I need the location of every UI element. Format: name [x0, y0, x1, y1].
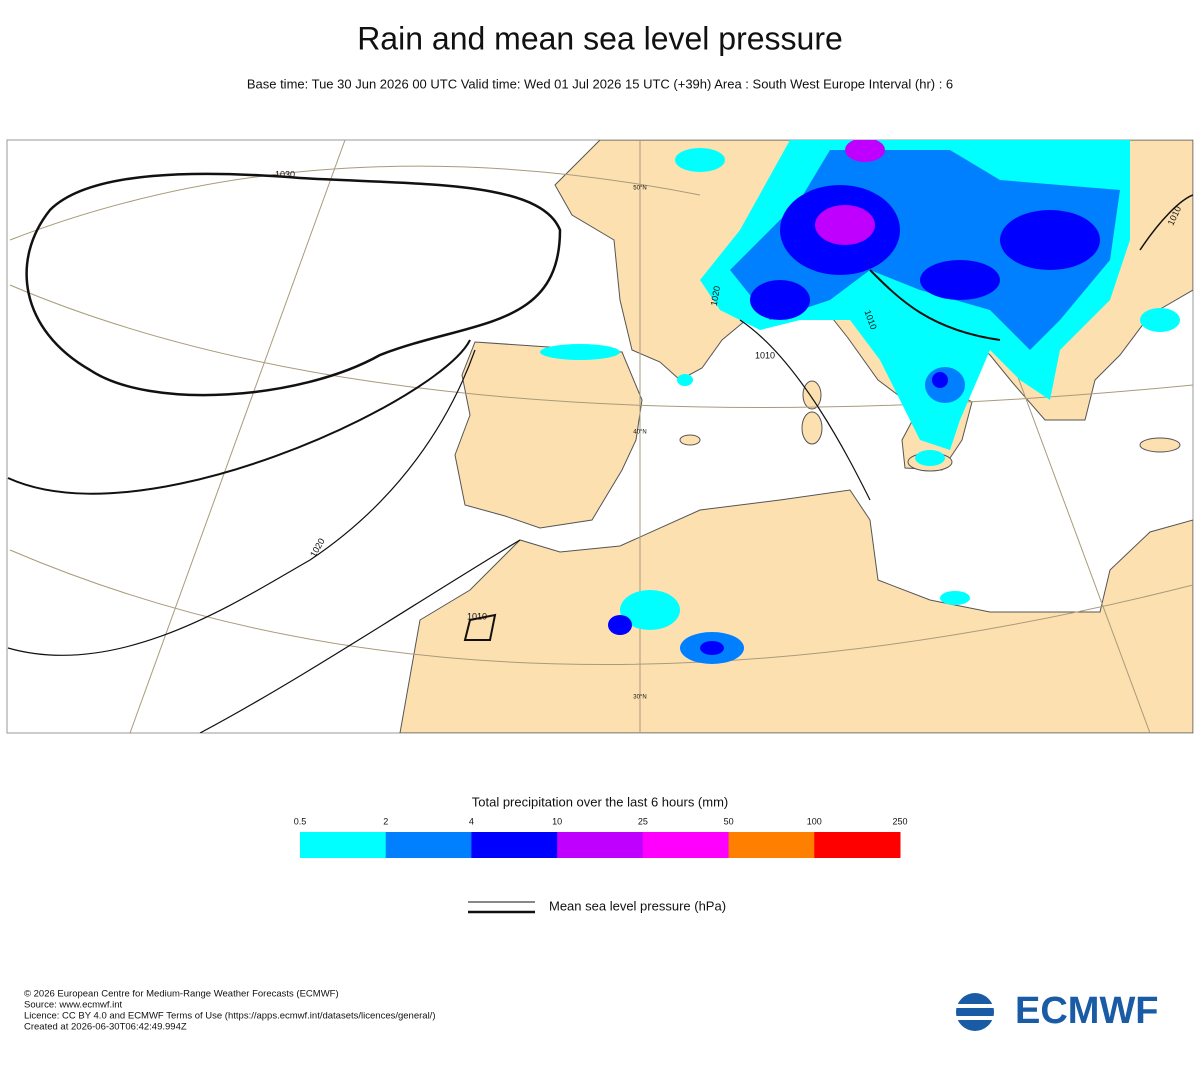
- latitude-label: 30°N: [633, 695, 646, 701]
- colorbar: 0.5 2 4 10 25 50 100 250: [294, 816, 908, 858]
- footer-line: © 2026 European Centre for Medium-Range …: [24, 989, 339, 1000]
- title: Rain and mean sea level pressure: [357, 20, 843, 56]
- footer: © 2026 European Centre for Medium-Range …: [24, 989, 436, 1033]
- isobar-label: 1010: [467, 611, 487, 621]
- latitude-label: 40°N: [633, 430, 646, 436]
- isobar-label: 1030: [275, 169, 295, 179]
- colorbar-tick-label: 2: [383, 816, 388, 826]
- isobar-label: 1020: [709, 285, 722, 306]
- colorbar-tick-label: 25: [638, 816, 648, 826]
- colorbar-tick-label: 50: [724, 816, 734, 826]
- colorbar-tick-label: 4: [469, 816, 474, 826]
- footer-line: Licence: CC BY 4.0 and ECMWF Terms of Us…: [24, 1011, 436, 1022]
- footer-line: Source: www.ecmwf.int: [24, 1000, 123, 1011]
- colorbar-tick-label: 250: [892, 816, 907, 826]
- colorbar-segment: [385, 832, 472, 858]
- pressure-legend: Mean sea level pressure (hPa): [549, 898, 726, 913]
- colorbar-segment: [557, 832, 644, 858]
- colorbar-tick-label: 100: [807, 816, 822, 826]
- logo-text: ECMWF: [1015, 990, 1159, 1032]
- precipitation: [540, 140, 1180, 664]
- colorbar-tick-label: 10: [552, 816, 562, 826]
- subtitle: Base time: Tue 30 Jun 2026 00 UTC Valid …: [247, 76, 953, 91]
- colorbar-title: Total precipitation over the last 6 hour…: [472, 794, 729, 809]
- colorbar-segment: [471, 832, 558, 858]
- colorbar-tick-label: 0.5: [294, 816, 307, 826]
- logo: ECMWF: [955, 990, 1159, 1032]
- colorbar-segment: [300, 832, 387, 858]
- colorbar-segment: [642, 832, 730, 858]
- map: [6, 139, 1194, 734]
- colorbar-segment: [728, 832, 815, 858]
- footer-line: Created at 2026-06-30T06:42:49.994Z: [24, 1022, 187, 1033]
- isobar-label: 1010: [755, 350, 775, 360]
- isobars: [7, 172, 1193, 733]
- latitude-label: 50°N: [633, 186, 646, 192]
- colorbar-segment: [814, 832, 901, 858]
